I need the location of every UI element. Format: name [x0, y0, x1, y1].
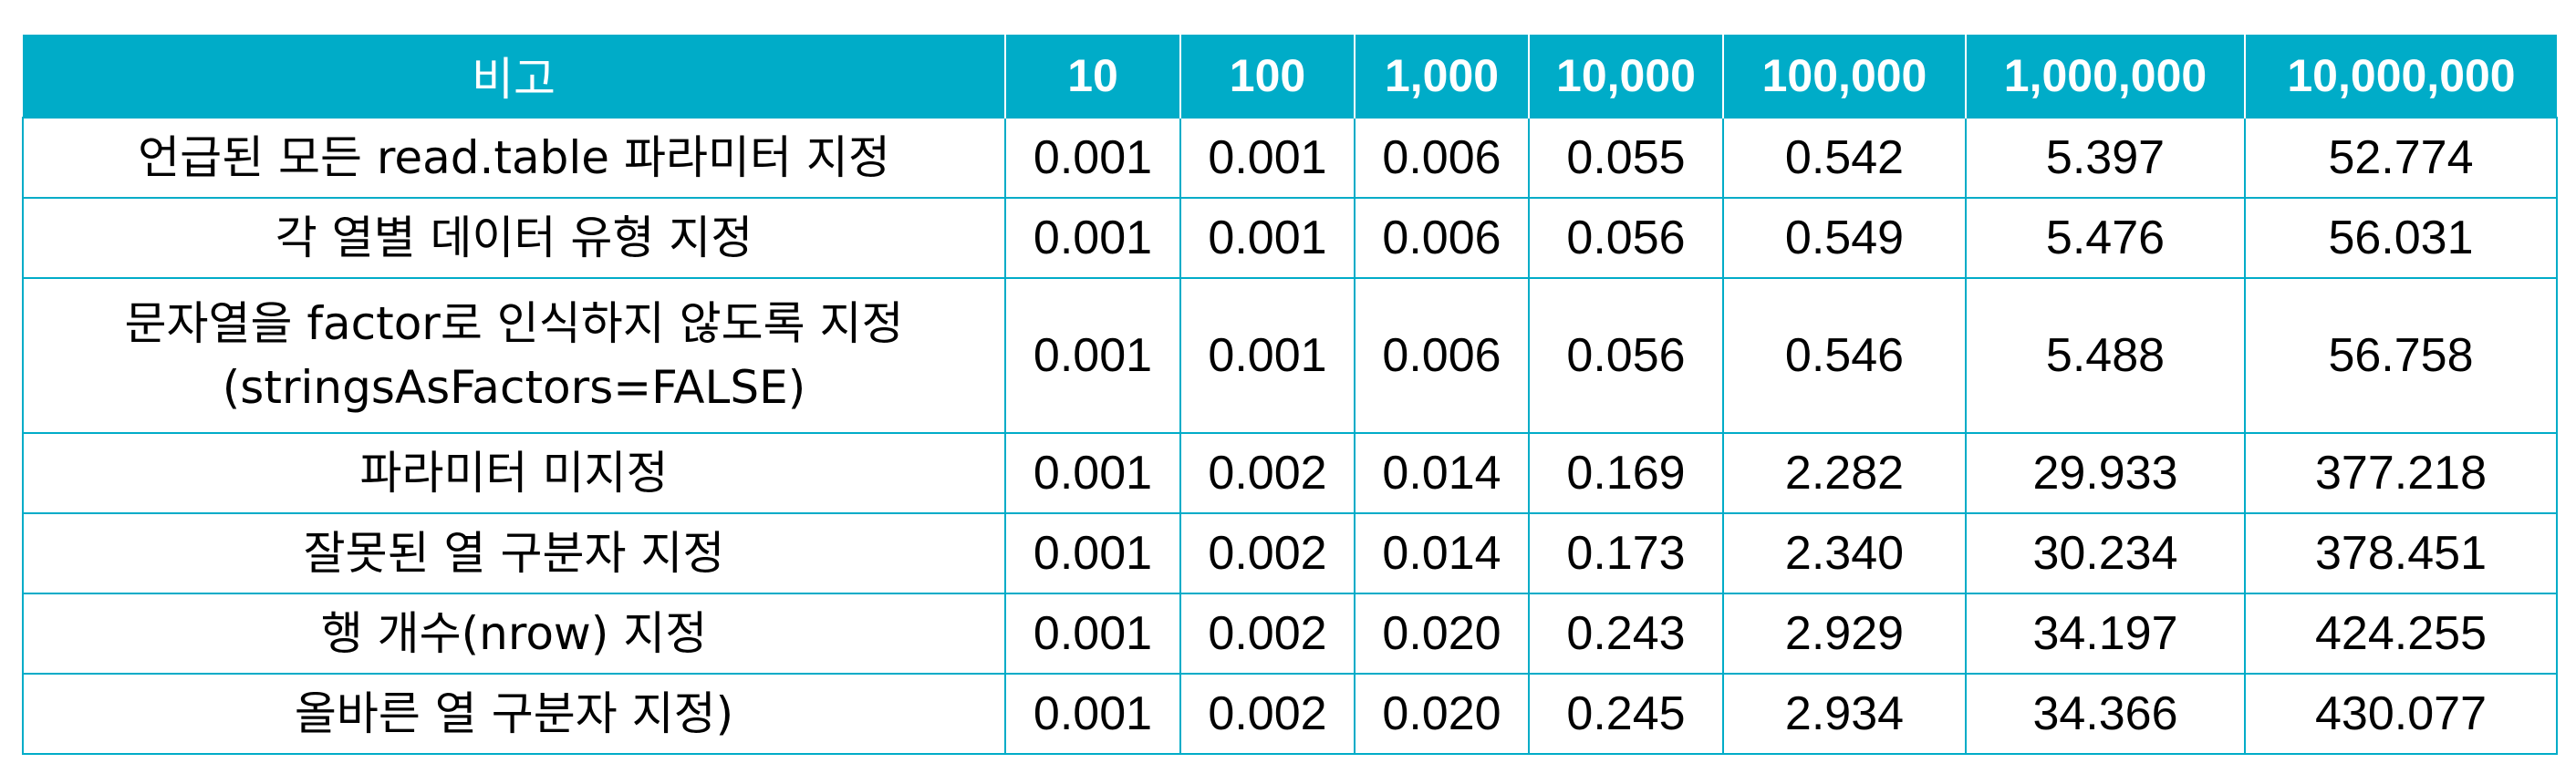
timing-value-cell: 0.002 — [1179, 593, 1356, 675]
timing-value-cell: 0.014 — [1354, 432, 1530, 514]
timing-comparison-table: 비고 10 100 1,000 10,000 100,000 1,000,000… — [22, 35, 2558, 755]
timing-value-cell: 0.056 — [1528, 197, 1724, 279]
timing-value-cell: 0.542 — [1722, 117, 1967, 199]
timing-value-cell: 0.001 — [1004, 512, 1181, 594]
timing-value-cell: 0.169 — [1528, 432, 1724, 514]
row-label-line: 올바른 열 구분자 지정) — [294, 687, 734, 740]
timing-value-cell: 5.488 — [1965, 277, 2246, 434]
header-col-1000: 1,000 — [1354, 35, 1529, 118]
timing-value-cell: 2.929 — [1722, 593, 1967, 675]
row-label-line: (stringsAsFactors=FALSE) — [222, 361, 806, 414]
timing-value-cell: 5.397 — [1965, 117, 2246, 199]
row-label: 각 열별 데이터 유형 지정 — [22, 197, 1006, 279]
timing-value-cell: 0.546 — [1722, 277, 1967, 434]
timing-value-cell: 0.006 — [1354, 117, 1530, 199]
row-label-line: 언급된 모든 read.table 파라미터 지정 — [138, 131, 890, 184]
timing-value-cell: 0.549 — [1722, 197, 1967, 279]
row-label-line: 파라미터 미지정 — [359, 447, 669, 500]
timing-comparison-table-container: 비고 10 100 1,000 10,000 100,000 1,000,000… — [22, 35, 2558, 755]
header-label: 비고 — [23, 35, 1005, 118]
header-col-1000000: 1,000,000 — [1965, 35, 2245, 118]
row-label-line: 문자열을 factor로 인식하지 않도록 지정 — [124, 297, 904, 350]
timing-value-cell: 0.001 — [1004, 673, 1181, 755]
timing-value-cell: 0.001 — [1004, 432, 1181, 514]
timing-value-cell: 0.056 — [1528, 277, 1724, 434]
header-col-10000000: 10,000,000 — [2244, 35, 2557, 118]
timing-value-cell: 2.340 — [1722, 512, 1967, 594]
header-col-100: 100 — [1179, 35, 1355, 118]
row-label-line: 잘못된 열 구분자 지정 — [303, 527, 725, 580]
table-row: 잘못된 열 구분자 지정 0.001 0.002 0.014 0.173 2.340 30.… — [22, 512, 2558, 594]
timing-value-cell: 0.002 — [1179, 512, 1356, 594]
table-body: 언급된 모든 read.table 파라미터 지정 0.001 0.001 0.006… — [22, 117, 2558, 755]
timing-value-cell: 0.001 — [1179, 277, 1356, 434]
table-row: 올바른 열 구분자 지정) 0.001 0.002 0.020 0.245 2.934 34… — [22, 673, 2558, 755]
timing-value-cell: 30.234 — [1965, 512, 2246, 594]
row-label: 행 개수(nrow) 지정 — [22, 593, 1006, 675]
timing-value-cell: 0.001 — [1004, 117, 1181, 199]
timing-value-cell: 56.031 — [2244, 197, 2558, 279]
timing-value-cell: 0.001 — [1004, 197, 1181, 279]
row-label: 문자열을 factor로 인식하지 않도록 지정 (stringsAsFactor… — [22, 277, 1006, 434]
timing-value-cell: 34.366 — [1965, 673, 2246, 755]
row-label: 언급된 모든 read.table 파라미터 지정 — [22, 117, 1006, 199]
table-row: 문자열을 factor로 인식하지 않도록 지정 (stringsAsFactor… — [22, 277, 2558, 434]
timing-value-cell: 424.255 — [2244, 593, 2558, 675]
timing-value-cell: 0.002 — [1179, 432, 1356, 514]
timing-value-cell: 0.055 — [1528, 117, 1724, 199]
row-label: 파라미터 미지정 — [22, 432, 1006, 514]
table-row: 각 열별 데이터 유형 지정 0.001 0.001 0.006 0.056 0.549 5… — [22, 197, 2558, 279]
timing-value-cell: 0.001 — [1004, 593, 1181, 675]
timing-value-cell: 34.197 — [1965, 593, 2246, 675]
timing-value-cell: 0.245 — [1528, 673, 1724, 755]
timing-value-cell: 0.006 — [1354, 277, 1530, 434]
header-col-10000: 10,000 — [1528, 35, 1723, 118]
timing-value-cell: 0.001 — [1004, 277, 1181, 434]
timing-value-cell: 2.934 — [1722, 673, 1967, 755]
timing-value-cell: 0.243 — [1528, 593, 1724, 675]
row-label-line: 행 개수(nrow) 지정 — [320, 607, 708, 660]
header-col-100000: 100,000 — [1722, 35, 1966, 118]
header-col-10: 10 — [1004, 35, 1180, 118]
timing-value-cell: 56.758 — [2244, 277, 2558, 434]
timing-value-cell: 5.476 — [1965, 197, 2246, 279]
timing-value-cell: 2.282 — [1722, 432, 1967, 514]
timing-value-cell: 0.020 — [1354, 673, 1530, 755]
timing-value-cell: 0.006 — [1354, 197, 1530, 279]
timing-value-cell: 377.218 — [2244, 432, 2558, 514]
table-row: 파라미터 미지정 0.001 0.002 0.014 0.169 2.282 29.933 3… — [22, 432, 2558, 514]
timing-value-cell: 0.002 — [1179, 673, 1356, 755]
row-label: 잘못된 열 구분자 지정 — [22, 512, 1006, 594]
header-row: 비고 10 100 1,000 10,000 100,000 1,000,000… — [23, 35, 2557, 118]
timing-value-cell: 430.077 — [2244, 673, 2558, 755]
timing-value-cell: 0.020 — [1354, 593, 1530, 675]
timing-value-cell: 29.933 — [1965, 432, 2246, 514]
table-row: 행 개수(nrow) 지정 0.001 0.002 0.020 0.243 2.929 34… — [22, 593, 2558, 675]
row-label: 올바른 열 구분자 지정) — [22, 673, 1006, 755]
timing-value-cell: 52.774 — [2244, 117, 2558, 199]
timing-value-cell: 0.014 — [1354, 512, 1530, 594]
row-label-line: 각 열별 데이터 유형 지정 — [275, 211, 753, 264]
timing-value-cell: 0.001 — [1179, 117, 1356, 199]
timing-value-cell: 0.173 — [1528, 512, 1724, 594]
timing-value-cell: 378.451 — [2244, 512, 2558, 594]
table-row: 언급된 모든 read.table 파라미터 지정 0.001 0.001 0.006… — [22, 117, 2558, 199]
timing-value-cell: 0.001 — [1179, 197, 1356, 279]
